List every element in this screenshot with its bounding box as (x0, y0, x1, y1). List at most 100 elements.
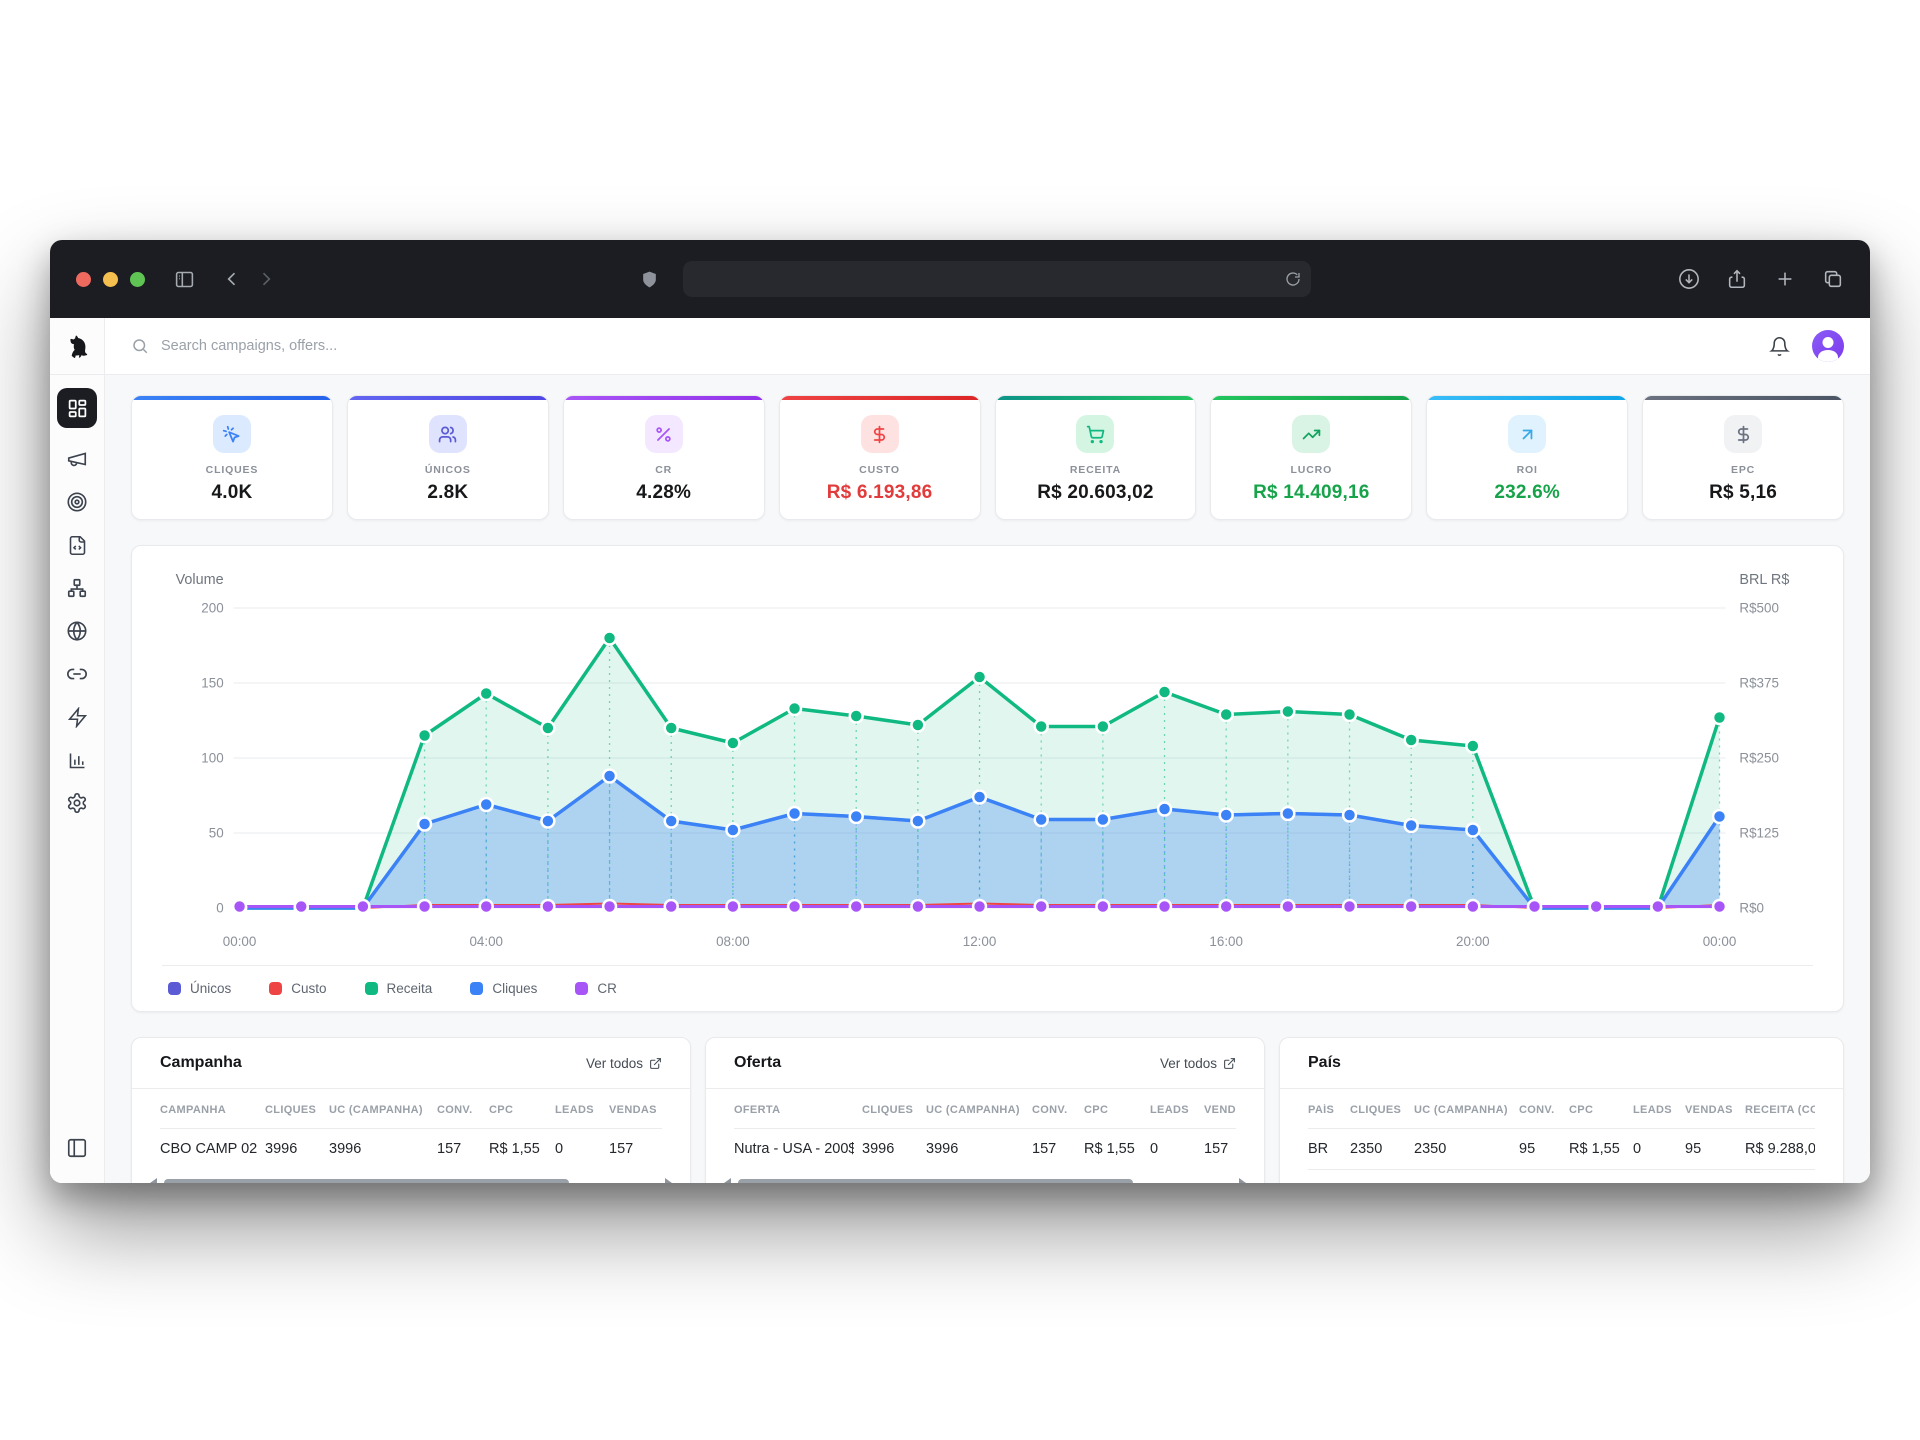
zoom-window-button[interactable] (130, 271, 145, 287)
percent-icon (656, 426, 671, 442)
svg-text:20:00: 20:00 (1456, 934, 1490, 949)
sidebar-collapse-button[interactable] (66, 1137, 88, 1183)
svg-text:R$125: R$125 (1739, 825, 1779, 840)
legend-item-custo[interactable]: Custo (269, 981, 327, 996)
legend-label: Receita (386, 981, 433, 996)
svg-text:0: 0 (216, 900, 223, 915)
horizontal-scrollbar[interactable] (132, 1169, 690, 1183)
svg-text:R$500: R$500 (1739, 600, 1779, 615)
kpi-label: LUCRO (1290, 464, 1333, 476)
sidebar-item-domains[interactable] (65, 619, 89, 643)
column-header: LEADS (1150, 1103, 1189, 1116)
svg-text:R$375: R$375 (1739, 675, 1779, 690)
column-header: CLIQUES (265, 1103, 317, 1116)
zap-icon (67, 706, 87, 728)
table-header-row: PAÍS CLIQUES UC (CAMPANHA) CONV. CPC LEADS VEN… (1308, 1091, 1815, 1128)
app-logo[interactable] (50, 318, 104, 375)
sidebar (50, 318, 105, 1183)
scroll-left-arrow[interactable] (150, 1178, 157, 1183)
kpi-accent-bar (1427, 396, 1628, 400)
legend-item-únicos[interactable]: Únicos (168, 981, 231, 996)
sidebar-item-landing-pages[interactable] (65, 533, 89, 557)
avatar[interactable] (1812, 330, 1844, 362)
sidebar-item-links[interactable] (65, 662, 89, 686)
kpi-card-lucro[interactable]: LUCRO R$ 14.409,16 (1210, 395, 1413, 520)
table-cell: 3996 (329, 1141, 362, 1157)
scrollbar-thumb[interactable] (164, 1179, 570, 1183)
kpi-card-cr[interactable]: CR 4.28% (562, 395, 765, 520)
scroll-left-arrow[interactable] (724, 1178, 731, 1183)
table-title: Campanha (160, 1054, 242, 1071)
browser-sidebar-toggle-icon[interactable] (167, 262, 201, 296)
column-header: PAÍS (1308, 1103, 1335, 1116)
sidebar-item-offers[interactable] (65, 490, 89, 514)
sitemap-icon (67, 578, 87, 598)
performance-chart-card: 200 R$500 150 R$375 100 R$250 50 R$125 0 R$0 Volum… (131, 545, 1844, 1012)
table-cell: BR (1308, 1141, 1329, 1157)
legend-item-receita[interactable]: Receita (364, 981, 433, 996)
table-cell: 0 (555, 1141, 564, 1157)
kpi-card-roi[interactable]: ROI 232.6% (1426, 395, 1629, 520)
address-bar[interactable] (682, 261, 1311, 297)
scroll-right-arrow[interactable] (665, 1178, 672, 1183)
search-icon (133, 339, 148, 354)
kpi-label: CLIQUES (205, 464, 259, 476)
table-row[interactable]: Nutra - USA - 200$ 3996 3996 157 R$ 1,55 0 157 (734, 1128, 1236, 1169)
sidebar-item-integrations[interactable] (65, 705, 89, 729)
legend-item-cr[interactable]: CR (575, 981, 617, 996)
back-icon[interactable] (215, 262, 249, 296)
minimize-window-button[interactable] (103, 271, 118, 287)
shield-icon[interactable] (633, 262, 667, 296)
performance-chart-svg[interactable]: 200 R$500 150 R$375 100 R$250 50 R$125 0 R$0 Volum… (162, 562, 1813, 962)
notifications-bell-icon[interactable] (1769, 336, 1790, 357)
sidebar-item-campaigns[interactable] (65, 447, 89, 471)
tab-overview-icon[interactable] (1822, 268, 1844, 290)
table-cell: R$ 1,55 (1084, 1141, 1135, 1157)
ver-todos-link[interactable]: Ver todos (586, 1056, 662, 1071)
new-tab-icon[interactable] (1774, 268, 1796, 290)
sidebar-item-settings[interactable] (65, 791, 89, 815)
scrollbar-track[interactable] (164, 1179, 658, 1183)
search-input[interactable] (161, 338, 1757, 354)
sidebar-item-reports[interactable] (65, 748, 89, 772)
scroll-right-arrow[interactable] (1239, 1178, 1246, 1183)
kpi-card-epc[interactable]: EPC R$ 5,16 (1642, 395, 1844, 520)
legend-item-cliques[interactable]: Cliques (470, 981, 537, 996)
kpi-card-receita[interactable]: RECEITA R$ 20.603,02 (994, 395, 1197, 520)
column-header: CLIQUES (1350, 1103, 1402, 1116)
kpi-card-únicos[interactable]: ÚNICOS 2.8K (346, 395, 549, 520)
legend-label: CR (597, 981, 617, 996)
scrollbar-track[interactable] (738, 1179, 1232, 1183)
column-header: VENDAS (1685, 1103, 1733, 1116)
column-header: CONV. (437, 1103, 473, 1116)
share-icon[interactable] (1726, 268, 1748, 290)
kpi-accent-bar (779, 396, 980, 400)
scrollbar-thumb[interactable] (738, 1179, 1134, 1183)
column-header: VENDAS (1204, 1103, 1236, 1116)
downloads-icon[interactable] (1678, 268, 1700, 290)
legend-swatch (364, 982, 378, 995)
globe-icon (67, 621, 87, 641)
table-row[interactable]: BR 2350 2350 95 R$ 1,55 0 95 R$ 9.288,09 (1308, 1128, 1815, 1169)
reload-icon[interactable] (1285, 271, 1301, 287)
table-title: País (1308, 1054, 1341, 1071)
legend-swatch (470, 982, 484, 995)
horizontal-scrollbar[interactable] (706, 1169, 1264, 1183)
kpi-icon-badge (644, 415, 683, 453)
sidebar-item-flows[interactable] (65, 576, 89, 600)
dollar-icon (1737, 425, 1749, 443)
sidebar-item-dashboard[interactable] (57, 388, 97, 428)
kpi-label: CUSTO (859, 464, 900, 476)
close-window-button[interactable] (76, 271, 91, 287)
column-header: LEADS (555, 1103, 594, 1116)
dog-logo-icon (69, 335, 87, 358)
table-cell: 2350 (1414, 1141, 1447, 1157)
svg-text:12:00: 12:00 (963, 934, 997, 949)
kpi-accent-bar (347, 396, 548, 400)
table-cell: 636 (1350, 1182, 1406, 1183)
ver-todos-link[interactable]: Ver todos (1160, 1056, 1236, 1071)
kpi-card-cliques[interactable]: CLIQUES 4.0K (131, 395, 333, 520)
kpi-card-custo[interactable]: CUSTO R$ 6.193,86 (778, 395, 981, 520)
table-row[interactable]: PT 636 636 20 R$ 1,55 0 20 R$ 3.484,10 (1308, 1169, 1815, 1183)
